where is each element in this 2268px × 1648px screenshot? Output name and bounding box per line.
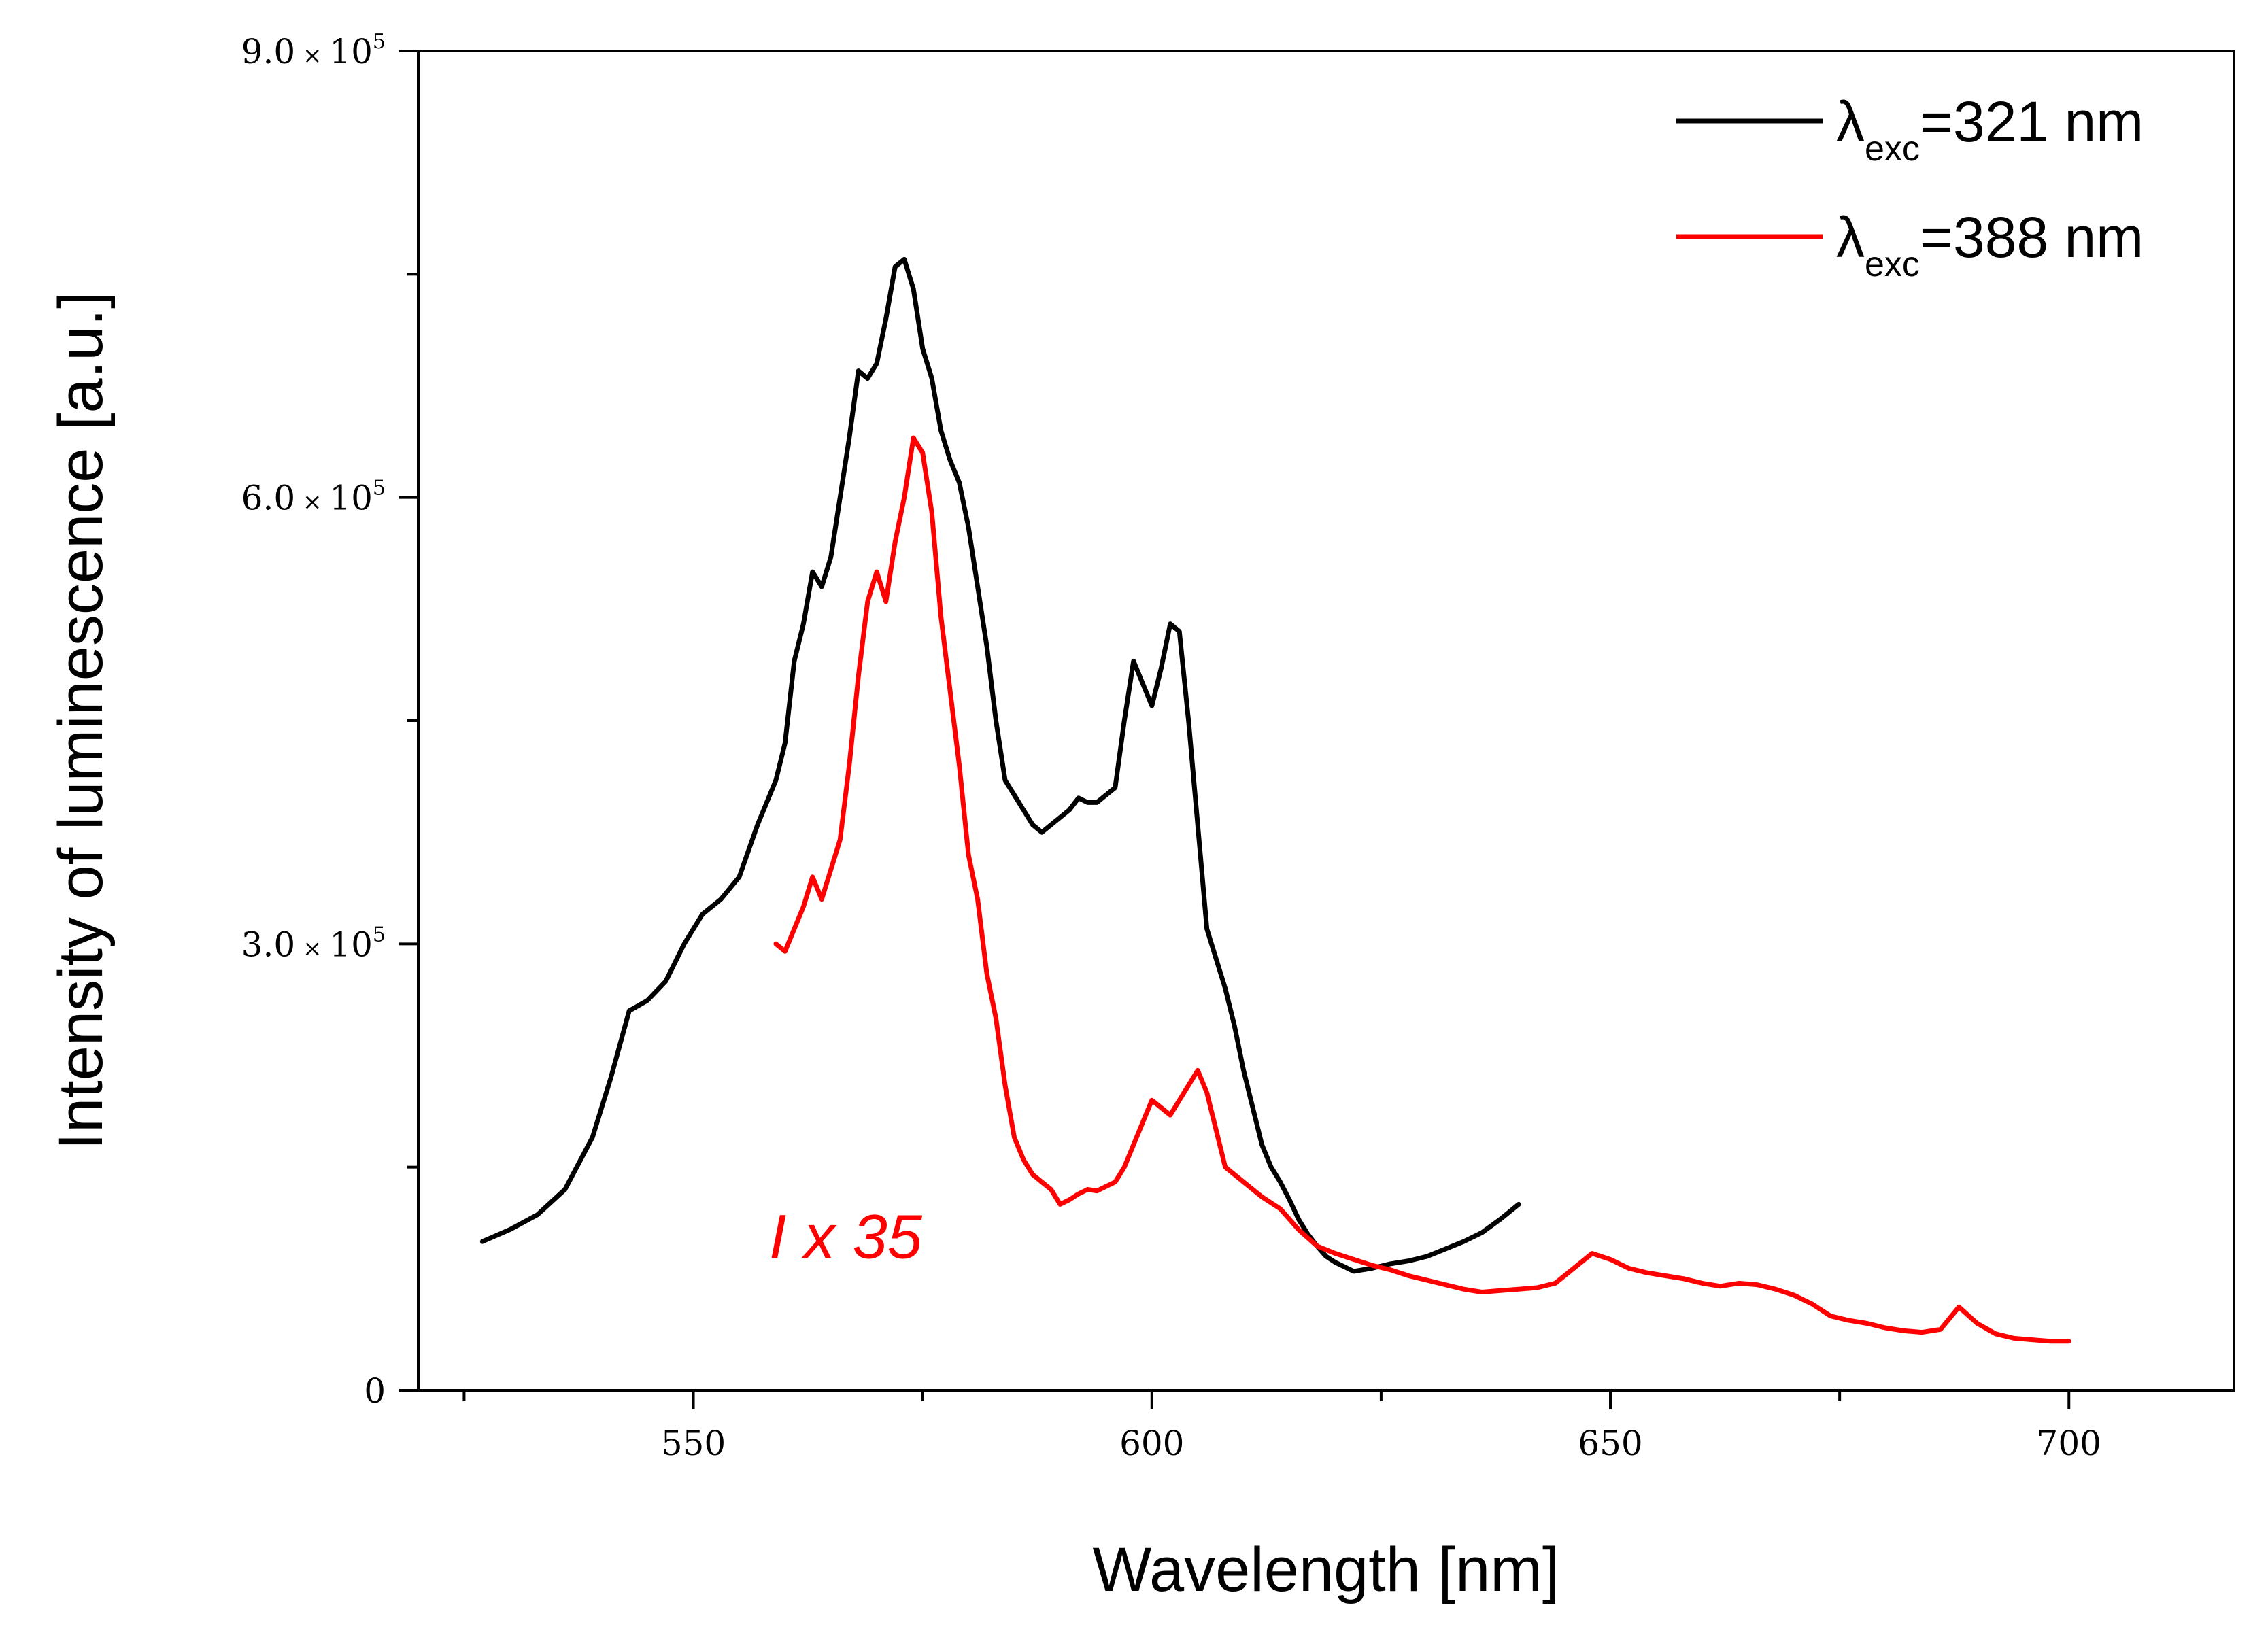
x-tick-label: 700 <box>2037 1424 2101 1463</box>
x-tick-label: 600 <box>1119 1424 1184 1463</box>
series-line-1 <box>479 256 1521 1274</box>
x-tick-label: 550 <box>661 1424 726 1463</box>
scale-annotation: I x 35 <box>769 1202 923 1271</box>
y-tick-label: 9.0 × 105 <box>241 30 386 71</box>
series-line-2 <box>773 435 2071 1344</box>
legend-label-1: λexc=321 nm <box>1836 90 2144 169</box>
axes: 550 600 650 700 0 3.0 × 105 6.0 × 105 9.0 × 105… <box>46 30 2235 1604</box>
series-layer <box>479 256 2071 1344</box>
x-axis-title: Wavelength [nm] <box>1093 1535 1560 1604</box>
legend-label-2: λexc=388 nm <box>1836 205 2144 284</box>
annotation-layer: I x 35 <box>769 1202 923 1271</box>
y-tick-label: 3.0 × 105 <box>241 923 386 964</box>
y-tick-label: 6.0 × 105 <box>241 477 386 518</box>
y-tick-label: 0 <box>364 1371 386 1411</box>
x-tick-label: 650 <box>1578 1424 1642 1463</box>
legend: λexc=321 nm λexc=388 nm <box>1676 90 2144 284</box>
y-axis-title: Intensity of luminescence [a.u.] <box>46 291 116 1150</box>
